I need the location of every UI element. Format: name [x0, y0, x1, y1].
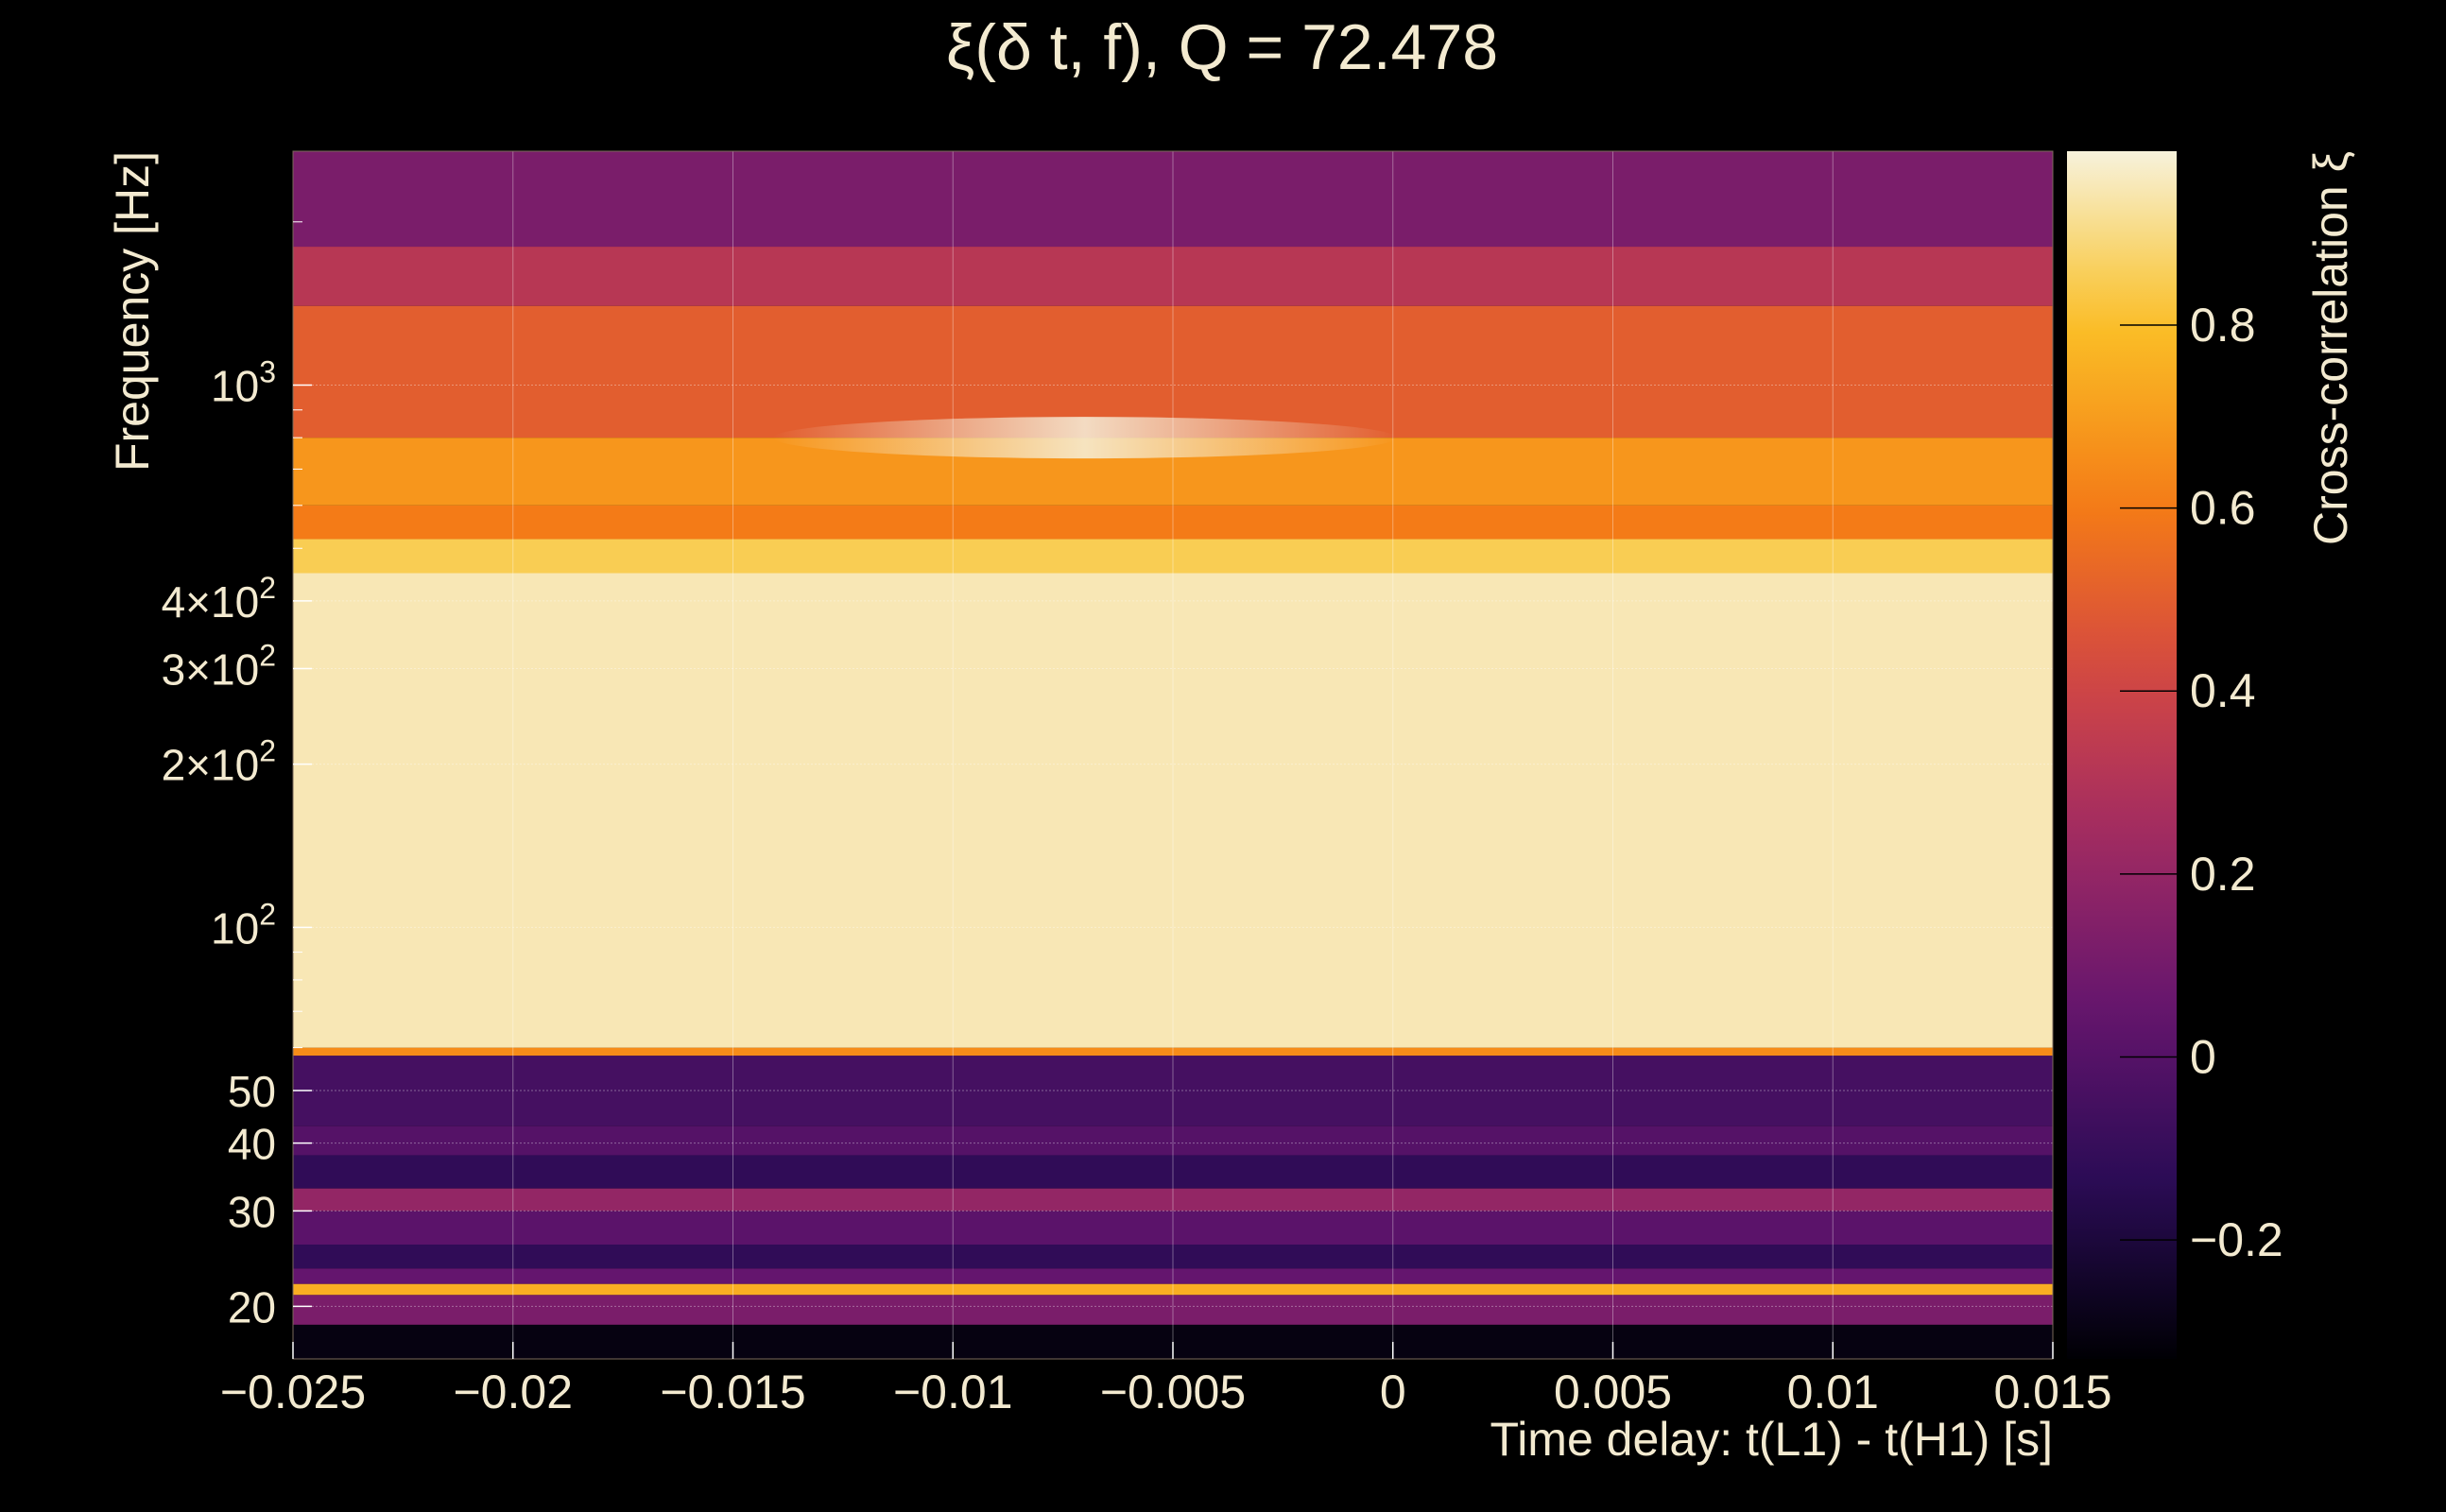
y-tick-label: 3×102: [162, 639, 276, 695]
colorbar: [2067, 151, 2177, 1359]
y-tick-label: 2×102: [162, 734, 276, 790]
colorbar-tick-label: 0.4: [2190, 664, 2256, 717]
frequency-band: [293, 1125, 2053, 1156]
frequency-band: [293, 1047, 2053, 1057]
frequency-band: [293, 1056, 2053, 1126]
x-tick-label: −0.01: [893, 1366, 1013, 1418]
x-tick-label: −0.02: [453, 1366, 573, 1418]
frequency-band: [293, 1155, 2053, 1189]
frequency-band: [293, 247, 2053, 306]
colorbar-tick-label: 0.2: [2190, 848, 2256, 901]
x-tick-label: 0.005: [1554, 1366, 1672, 1418]
frequency-band: [293, 305, 2053, 438]
colorbar-tick-label: 0: [2190, 1031, 2216, 1084]
chart-title: ξ(δ t, f), Q = 72.478: [946, 11, 1498, 83]
y-tick-label: 102: [211, 897, 276, 953]
x-tick-label: −0.005: [1100, 1366, 1246, 1418]
colorbar-tick-label: 0.8: [2190, 299, 2256, 352]
y-tick-label: 103: [211, 355, 276, 411]
x-axis: −0.025 −0.02 −0.015 −0.01 −0.005 0 0.005 0.01 0.…: [220, 1342, 2112, 1418]
y-axis-label: Frequency [Hz]: [106, 151, 159, 472]
frequency-band: [293, 505, 2053, 540]
x-tick-label: −0.015: [660, 1366, 805, 1418]
colorbar-tick-label: −0.2: [2190, 1213, 2283, 1266]
colorbar-tick-label: 0.6: [2190, 482, 2256, 535]
frequency-band: [293, 573, 2053, 1048]
frequency-band: [293, 1211, 2053, 1246]
peak-highlight: [772, 417, 1397, 459]
x-tick-label: 0.015: [1993, 1366, 2111, 1418]
frequency-band: [293, 539, 2053, 574]
y-tick-label: 4×102: [162, 571, 276, 627]
heatmap-bands: [293, 151, 2053, 1359]
y-tick-label: 20: [228, 1282, 276, 1332]
frequency-band: [293, 1188, 2053, 1211]
y-tick-label: 30: [228, 1187, 276, 1236]
frequency-band: [293, 1295, 2053, 1325]
colorbar-label: Cross-correlation ξ: [2304, 151, 2357, 545]
frequency-band: [293, 1268, 2053, 1284]
x-axis-label: Time delay: t(L1) - t(H1) [s]: [1490, 1413, 2053, 1466]
frequency-band: [293, 1245, 2053, 1269]
x-tick-label: 0: [1380, 1366, 1406, 1418]
frequency-band: [293, 151, 2053, 248]
colorbar-axis: −0.2 0 0.2 0.4 0.6 0.8: [2120, 299, 2283, 1266]
frequency-band: [293, 1283, 2053, 1296]
y-tick-label: 50: [228, 1067, 276, 1116]
x-tick-label: 0.01: [1787, 1366, 1879, 1418]
correlation-peak: [772, 417, 1397, 459]
x-tick-label: −0.025: [220, 1366, 366, 1418]
y-tick-label: 40: [228, 1120, 276, 1169]
